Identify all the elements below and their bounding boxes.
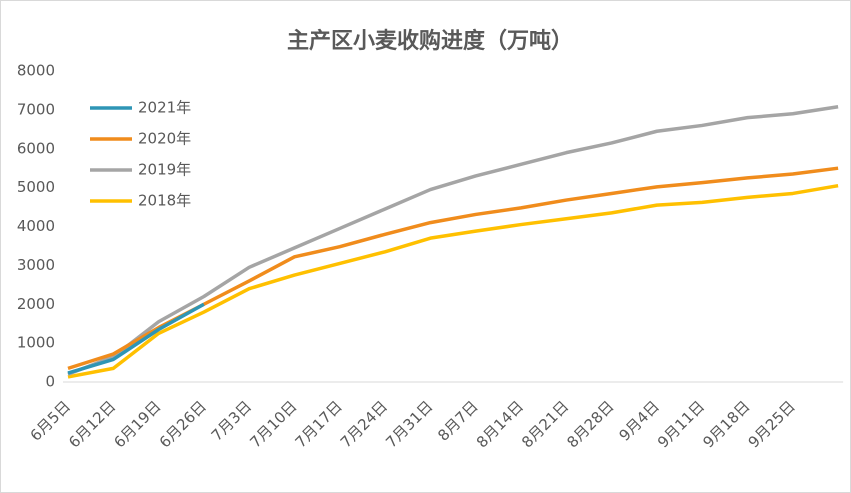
series-line — [67, 183, 839, 379]
y-tick-label: 0 — [45, 373, 55, 391]
legend-label: 2018年 — [138, 192, 191, 210]
chart-title: 主产区小麦收购进度（万吨） — [287, 28, 573, 54]
y-tick-label: 7000 — [17, 100, 55, 118]
y-tick-label: 2000 — [17, 295, 55, 313]
y-tick-label: 8000 — [17, 62, 55, 80]
y-tick-label: 4000 — [17, 217, 55, 235]
legend-label: 2019年 — [138, 161, 191, 179]
y-tick-label: 3000 — [17, 256, 55, 274]
y-tick-label: 6000 — [17, 139, 55, 157]
y-tick-label: 1000 — [17, 334, 55, 352]
legend-label: 2020年 — [138, 130, 191, 148]
legend-label: 2021年 — [138, 99, 191, 117]
series-line — [67, 105, 839, 376]
y-tick-label: 5000 — [17, 178, 55, 196]
series-line — [67, 302, 205, 375]
